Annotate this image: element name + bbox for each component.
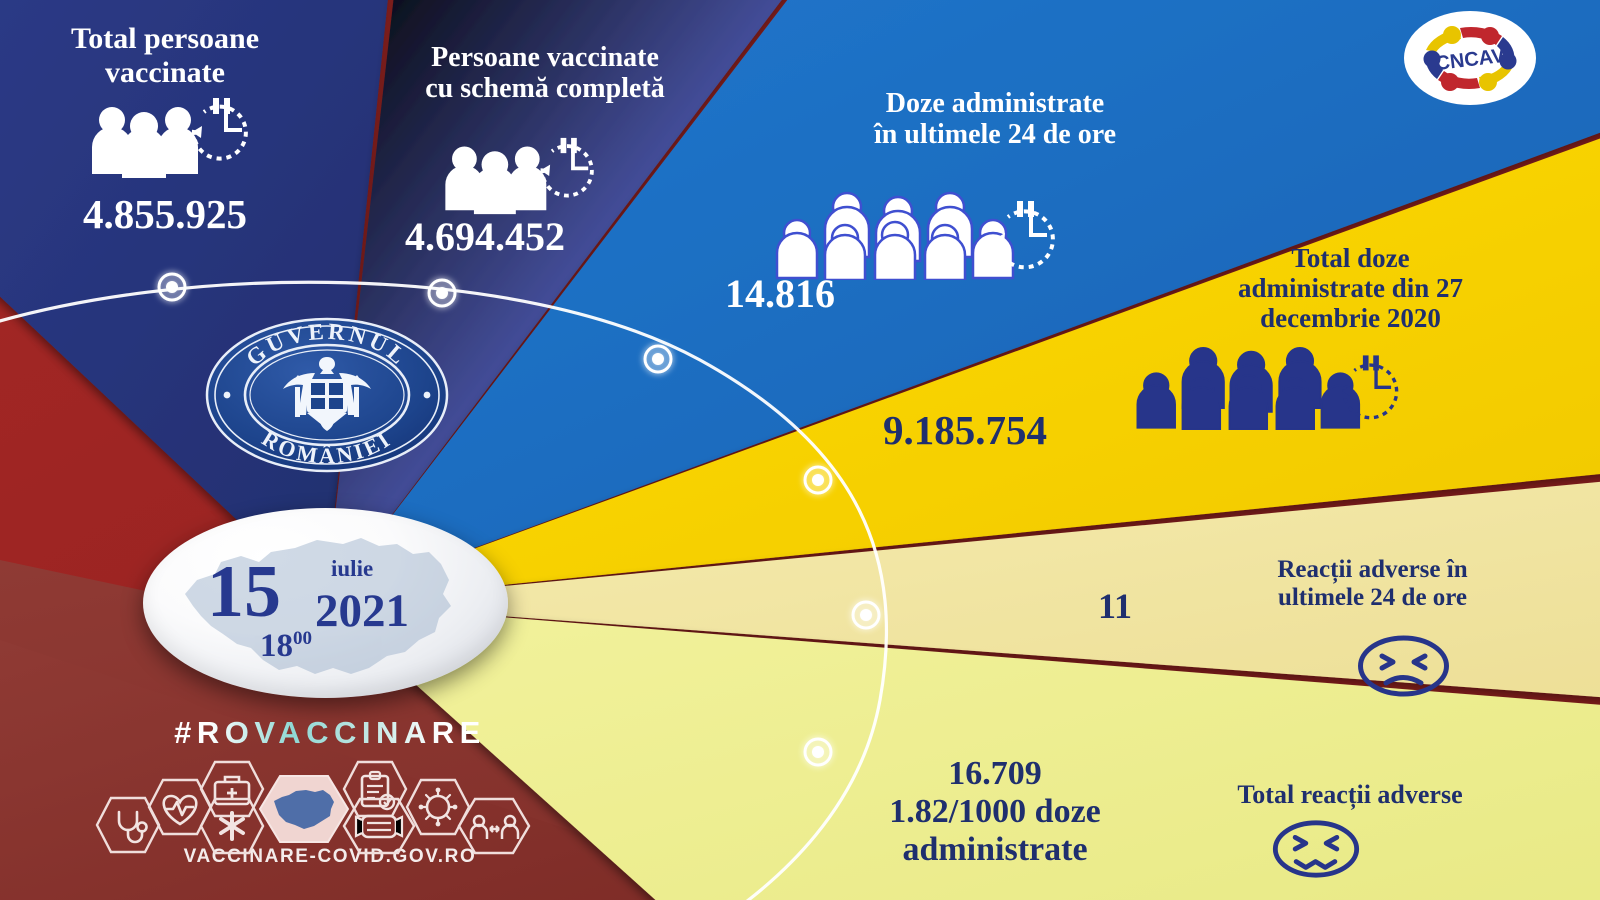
panel-title-line: Doze administrate <box>885 88 1105 119</box>
date-hour: 1800 <box>260 628 312 665</box>
panel-title-total-persoane: Total persoane vaccinate <box>10 22 320 89</box>
panel-value-schema-completa: 4.694.452 <box>405 214 565 259</box>
virus-icon <box>405 778 471 836</box>
sad-face-icon <box>1358 635 1449 697</box>
hexagon-icon-row <box>95 756 565 855</box>
panel-title-line: administrate din 27 <box>1237 273 1464 304</box>
heart-pulse-icon <box>147 778 213 836</box>
face-mask-icon <box>342 797 416 855</box>
connector-arc <box>0 272 889 900</box>
website-url: VACCINARE-COVID.GOV.RO <box>183 846 477 867</box>
date-month: iulie <box>331 556 374 581</box>
panel-title-line: cu schemă completă <box>425 73 665 105</box>
panel-title-line: în ultimele 24 de ore <box>873 119 1117 151</box>
first-aid-kit-icon <box>199 760 265 818</box>
ray-reactii-24h <box>325 481 1600 698</box>
people-clock-icon <box>92 98 248 178</box>
panel-title-total-doze: Total doze administrate din 27 decembrie… <box>1163 243 1538 334</box>
date-day: 15 <box>207 551 281 633</box>
panel-value-reactii-24h: 11 <box>1097 586 1132 626</box>
panel-title-line: decembrie 2020 <box>1260 303 1441 334</box>
panel-title-line: Persoane vaccinate <box>431 42 659 73</box>
panel-value-total-doze: 9.185.754 <box>883 407 1047 453</box>
arc-node <box>803 737 833 767</box>
value-main: 16.709 <box>948 755 1042 792</box>
panel-value-total-persoane: 4.855.925 <box>83 191 247 237</box>
ray-schema-completa <box>325 0 782 603</box>
value-sub-line: 1.82/1000 doze <box>889 793 1101 831</box>
panel-title-total-reactii: Total reacții adverse <box>1237 780 1463 809</box>
ray-total-doze <box>325 138 1600 603</box>
panel-title-line: Reacții adverse în <box>1277 556 1468 583</box>
government-seal: GUVERNUL ROMÂNIEI <box>205 317 449 473</box>
ray-doze-24h <box>325 0 1600 603</box>
panel-title-line: Total doze <box>1291 243 1410 273</box>
crowd-clock-icon <box>1136 346 1399 430</box>
arc-node <box>803 465 833 495</box>
cncav-logo: CNCAV <box>1404 11 1536 105</box>
date-hour-minutes: 00 <box>293 628 312 649</box>
arc-node <box>427 278 457 308</box>
panel-value-total-reactii: 16.709 1.82/1000 doze administrate <box>840 755 1150 869</box>
people-clock-icon <box>445 137 594 215</box>
wavy-sad-face-icon <box>1272 820 1360 878</box>
star-of-life-icon <box>199 797 265 855</box>
romania-map-silhouette <box>185 538 451 674</box>
panel-value-doze-24h: 14.816 <box>725 271 835 316</box>
hashtag-rovaccinare: #ROVACCINARE <box>95 715 565 751</box>
arc-node <box>851 600 881 630</box>
panel-title-reactii-24h: Reacții adverse în ultimele 24 de ore <box>1200 556 1545 612</box>
date-year: 2021 <box>315 585 409 637</box>
arc-node <box>643 344 673 374</box>
value-sub-line: administrate <box>902 831 1088 869</box>
romania-map-icon <box>258 775 350 843</box>
panel-title-line: ultimele 24 de ore <box>1277 584 1468 611</box>
crowd-clock-icon <box>775 191 1055 280</box>
panel-title-line: vaccinate <box>105 55 225 89</box>
panel-title-line: Total persoane <box>70 22 260 55</box>
panel-title-doze-24h: Doze administrate în ultimele 24 de ore <box>770 88 1220 151</box>
social-distance-icon <box>457 797 531 855</box>
panel-title-schema-completa: Persoane vaccinate cu schemă completă <box>345 42 745 105</box>
date-hour-value: 18 <box>260 628 293 664</box>
brand-block: #ROVACCINARE <box>95 715 565 890</box>
ray-total-reactii <box>325 603 1600 900</box>
stethoscope-icon <box>95 796 161 854</box>
date-badge: 15 iulie 2021 1800 <box>143 508 508 698</box>
arc-node <box>157 272 187 302</box>
